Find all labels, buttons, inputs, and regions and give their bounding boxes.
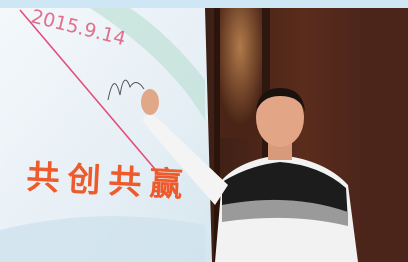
hand: [141, 89, 159, 115]
doorway: [218, 8, 262, 138]
photo: 2015.9.14 共创共赢: [0, 0, 408, 262]
top-band: [0, 0, 408, 8]
wall-panel: [360, 8, 408, 262]
